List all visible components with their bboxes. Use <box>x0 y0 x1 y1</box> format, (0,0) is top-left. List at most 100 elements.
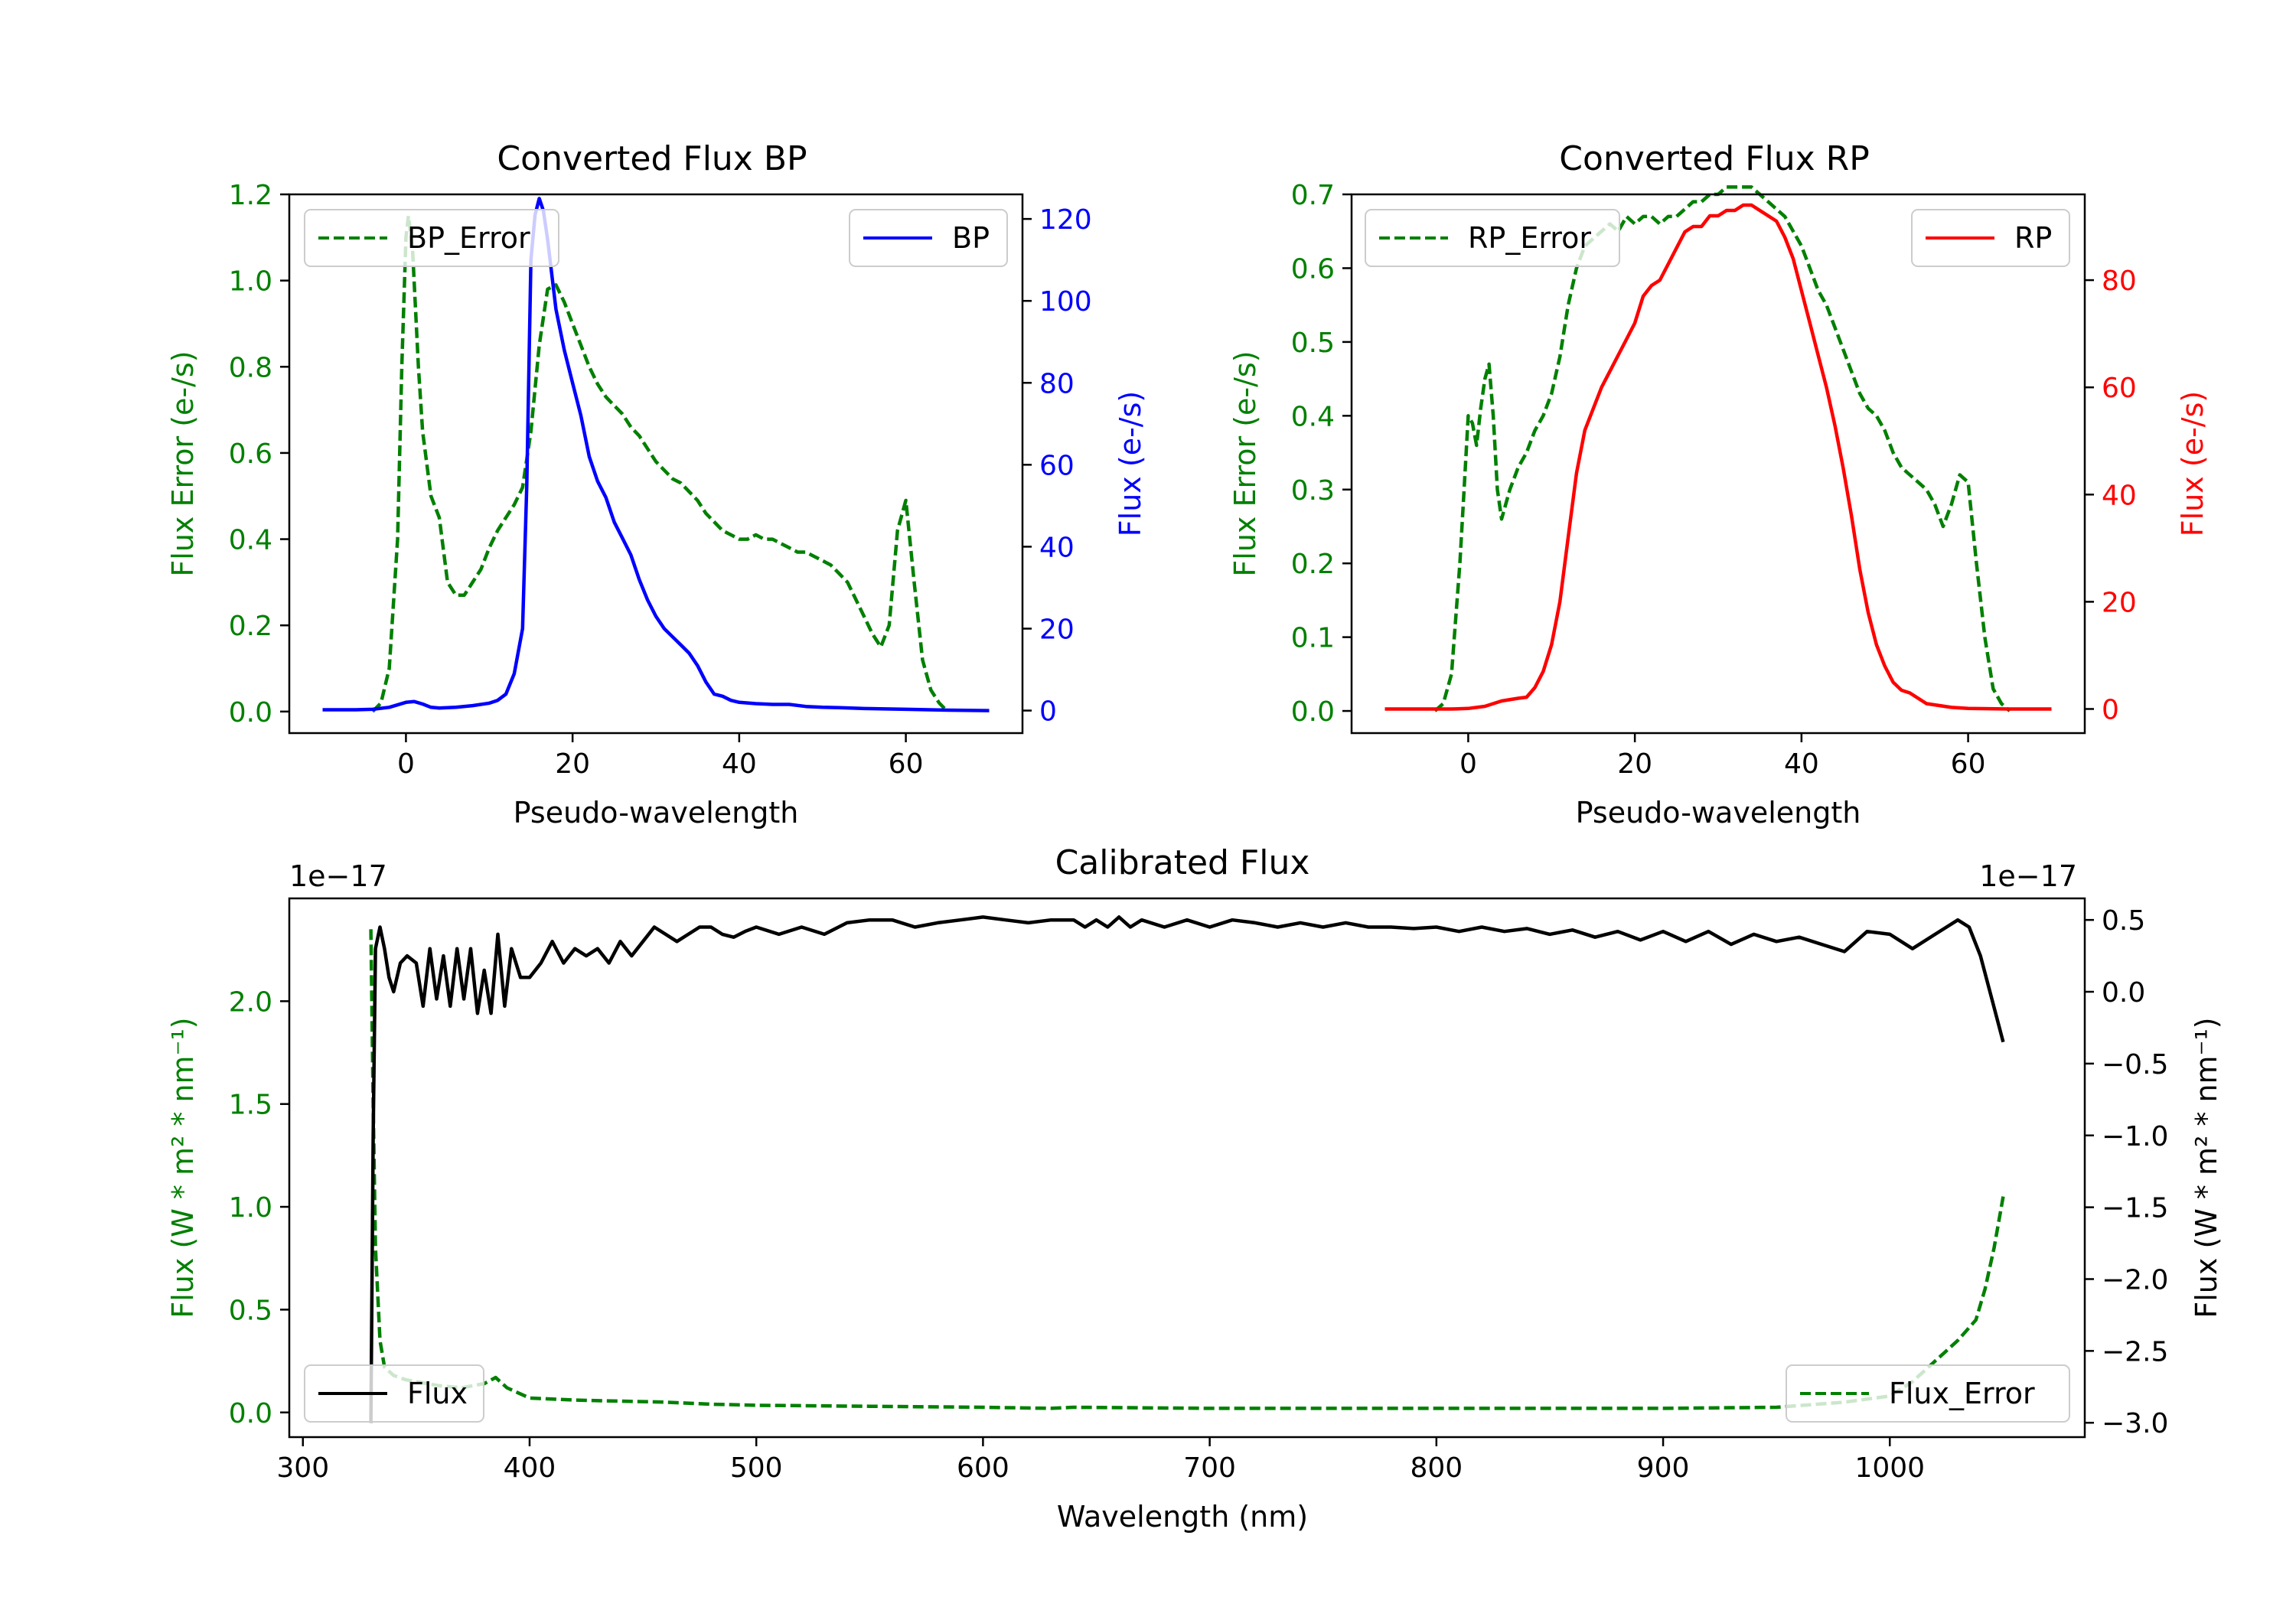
rp-left-ytick-label: 0.0 <box>1291 696 1335 728</box>
cal-right-ytick-label: 0.0 <box>2102 977 2145 1009</box>
cal-right-ytick-label: −3.0 <box>2102 1408 2168 1439</box>
cal-left-ytick-label: 1.5 <box>229 1090 272 1121</box>
cal-right-ytick-label: −2.0 <box>2102 1264 2168 1296</box>
cal-left-ytick-label: 0.5 <box>229 1295 272 1326</box>
bp-right-ylabel: Flux (e-/s) <box>1114 391 1147 536</box>
bp-xtick-label: 40 <box>722 748 757 780</box>
cal-left-ytick-label: 2.0 <box>229 986 272 1018</box>
rp-legend-left-box <box>1365 209 1620 267</box>
bp-legend-right[interactable]: BP <box>849 209 1008 267</box>
rp-right-ytick-label: 0 <box>2102 694 2119 725</box>
cal-left-ticks: 0.0 0.5 1.0 1.5 2.0 <box>229 986 289 1429</box>
cal-xticks: 300 400 500 600 700 800 900 1000 <box>276 1437 1925 1484</box>
bp-series-bp <box>322 197 990 712</box>
cal-series-flux-error <box>369 929 2005 1410</box>
rp-left-ytick-label: 0.3 <box>1291 475 1335 507</box>
cal-xlabel: Wavelength (nm) <box>1057 1500 1308 1534</box>
rp-xtick-label: 40 <box>1784 748 1819 780</box>
cal-xtick-label: 600 <box>957 1452 1009 1484</box>
bp-right-ticks: 0 20 40 60 80 100 120 <box>1022 204 1092 728</box>
rp-left-ytick-label: 0.6 <box>1291 253 1335 285</box>
bp-right-ytick-label: 0 <box>1039 696 1057 728</box>
bp-right-ytick-label: 20 <box>1039 614 1075 645</box>
rp-right-ytick-label: 80 <box>2102 266 2137 297</box>
bp-legend-left[interactable]: BP_Error <box>304 209 559 267</box>
bp-series-group <box>322 197 990 713</box>
bp-right-ytick-label: 80 <box>1039 368 1075 399</box>
rp-series-group <box>1384 185 2052 712</box>
rp-left-ytick-label: 0.2 <box>1291 549 1335 580</box>
bp-right-ytick-label: 60 <box>1039 450 1075 481</box>
cal-plot-frame <box>288 897 2086 1439</box>
rp-left-ytick-label: 0.5 <box>1291 328 1335 359</box>
cal-right-ytick-label: −1.0 <box>2102 1121 2168 1152</box>
bp-left-ylabel: Flux Error (e-/s) <box>166 350 200 576</box>
rp-left-ticks: 0.0 0.1 0.2 0.3 0.4 0.5 0.6 0.7 <box>1291 180 1352 728</box>
cal-series-flux <box>369 915 2005 1423</box>
rp-right-ticks: 0 20 40 60 80 <box>2085 266 2137 725</box>
cal-legend-left-box <box>304 1364 484 1423</box>
rp-chart: Converted Flux RP 0 20 40 60 0.00.10.20.30.… <box>1228 139 2210 830</box>
bp-xtick-label: 60 <box>889 748 924 780</box>
bp-plot-frame <box>288 193 1024 735</box>
rp-plot-frame <box>1350 193 2086 735</box>
rp-legend-left-label: RP_Error <box>1468 221 1591 255</box>
rp-xtick-label: 20 <box>1617 748 1652 780</box>
cal-legend-left[interactable]: Flux <box>304 1364 484 1423</box>
cal-legend-right-label: Flux_Error <box>1889 1377 2035 1410</box>
bp-title: Converted Flux BP <box>497 139 807 178</box>
bp-right-ytick-label: 120 <box>1039 204 1092 236</box>
cal-xtick-label: 900 <box>1637 1452 1690 1484</box>
bp-legend-left-box <box>304 209 559 267</box>
bp-xtick-label: 20 <box>555 748 590 780</box>
rp-right-ytick-label: 20 <box>2102 587 2137 618</box>
cal-right-ytick-label: −2.5 <box>2102 1336 2168 1367</box>
cal-right-ticks: 0.5 0.0 −0.5 −1.0 −1.5 −2.0 −2.5 −3.0 <box>2085 905 2168 1439</box>
rp-right-ylabel: Flux (e-/s) <box>2176 391 2210 536</box>
rp-xlabel: Pseudo-wavelength <box>1576 796 1861 830</box>
bp-xlabel: Pseudo-wavelength <box>514 796 799 830</box>
bp-series-bp-error <box>371 214 949 713</box>
cal-xtick-label: 400 <box>504 1452 556 1484</box>
cal-right-ytick-label: −1.5 <box>2102 1193 2168 1224</box>
cal-xtick-label: 700 <box>1183 1452 1236 1484</box>
cal-xtick-label: 1000 <box>1854 1452 1925 1484</box>
rp-title: Converted Flux RP <box>1559 139 1870 178</box>
rp-xtick-label: 60 <box>1951 748 1986 780</box>
rp-left-ytick-label: 0.7 <box>1291 180 1335 211</box>
rp-legend-right-label: RP <box>2014 221 2052 255</box>
rp-left-ytick-label: 0.1 <box>1291 623 1335 654</box>
cal-xtick-label: 500 <box>730 1452 783 1484</box>
cal-left-ytick-label: 0.0 <box>229 1398 272 1429</box>
cal-left-offset: 1e−17 <box>289 859 387 893</box>
rp-series-rp <box>1384 203 2052 711</box>
rp-legend-right[interactable]: RP <box>1911 209 2070 267</box>
bp-xticks: 0 20 40 60 <box>397 733 924 780</box>
rp-xticks: 0 20 40 60 <box>1459 733 1986 780</box>
bp-legend-left-label: BP_Error <box>407 221 530 255</box>
cal-right-ytick-label: −0.5 <box>2102 1049 2168 1081</box>
cal-title: Calibrated Flux <box>1055 843 1310 882</box>
bp-left-ytick-label: 1.0 <box>229 266 272 298</box>
rp-xtick-label: 0 <box>1459 748 1477 780</box>
rp-right-ytick-label: 60 <box>2102 373 2137 404</box>
bp-left-ytick-label: 0.8 <box>229 352 272 383</box>
cal-right-ytick-label: 0.5 <box>2102 905 2145 937</box>
bp-xtick-label: 0 <box>397 748 415 780</box>
cal-xtick-label: 800 <box>1410 1452 1463 1484</box>
rp-left-ylabel: Flux Error (e-/s) <box>1228 350 1262 576</box>
bp-left-ytick-label: 0.2 <box>229 611 272 642</box>
rp-series-rp-error <box>1433 185 2011 712</box>
cal-right-ylabel: Flux (W * m² * nm⁻¹) <box>2190 1017 2223 1318</box>
bp-chart: Converted Flux BP 0 20 40 60 0.00.20.40.60.… <box>166 139 1147 830</box>
cal-legend-left-label: Flux <box>407 1377 468 1410</box>
rp-left-ytick-label: 0.4 <box>1291 401 1335 432</box>
bp-left-ticks: 0.0 0.2 0.4 0.6 0.8 1.0 1.2 <box>229 180 289 729</box>
rp-legend-left[interactable]: RP_Error <box>1365 209 1620 267</box>
bp-left-ytick-label: 0.6 <box>229 438 272 470</box>
bp-legend-right-label: BP <box>952 221 990 255</box>
rp-right-ytick-label: 40 <box>2102 480 2137 511</box>
bp-left-ytick-label: 0.4 <box>229 525 272 556</box>
cal-legend-right[interactable]: Flux_Error <box>1786 1364 2070 1423</box>
